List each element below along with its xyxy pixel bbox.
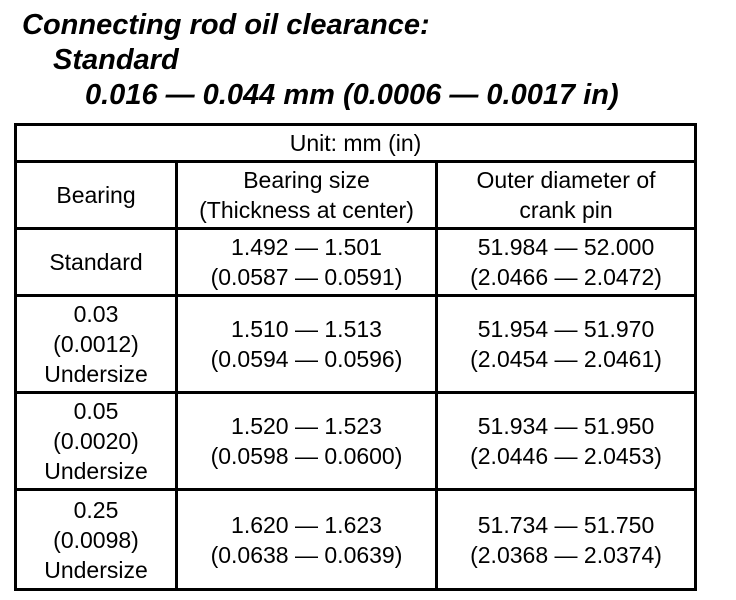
cell-bearing: 0.03 (0.0012) Undersize — [14, 294, 178, 394]
cell-bearing-size: 1.510 — 1.513 (0.0594 — 0.0596) — [175, 294, 438, 394]
cell-bearing: 0.25 (0.0098) Undersize — [14, 488, 178, 591]
spec-header: Connecting rod oil clearance: Standard 0… — [22, 8, 619, 113]
cell-crank-pin-od: 51.934 — 51.950 (2.0446 — 2.0453) — [434, 391, 698, 491]
spec-title: Connecting rod oil clearance: — [22, 9, 430, 41]
cell-bearing: 0.05 (0.0020) Undersize — [14, 391, 178, 491]
clearance-spec-table: Unit: mm (in) Bearing Bearing size (Thic… — [13, 123, 698, 591]
unit-note: Unit: mm (in) — [13, 123, 698, 163]
unit-row: Unit: mm (in) — [13, 123, 698, 163]
table-header-row: Bearing Bearing size (Thickness at cente… — [14, 160, 698, 230]
table-row-undersize-005: 0.05 (0.0020) Undersize 1.520 — 1.523 (0… — [14, 391, 698, 491]
table-row-undersize-025: 0.25 (0.0098) Undersize 1.620 — 1.623 (0… — [14, 488, 698, 591]
table-row-standard: Standard 1.492 — 1.501 (0.0587 — 0.0591)… — [14, 227, 698, 297]
table-row-undersize-003: 0.03 (0.0012) Undersize 1.510 — 1.513 (0… — [14, 294, 698, 394]
cell-crank-pin-od: 51.734 — 51.750 (2.0368 — 2.0374) — [434, 488, 698, 591]
cell-bearing-size: 1.520 — 1.523 (0.0598 — 0.0600) — [175, 391, 438, 491]
cell-crank-pin-od: 51.984 — 52.000 (2.0466 — 2.0472) — [434, 227, 698, 297]
spec-standard-label: Standard — [53, 44, 179, 76]
cell-crank-pin-od: 51.954 — 51.970 (2.0454 — 2.0461) — [434, 294, 698, 394]
cell-bearing-size: 1.492 — 1.501 (0.0587 — 0.0591) — [175, 227, 438, 297]
spec-standard-value: 0.016 — 0.044 mm (0.0006 — 0.0017 in) — [85, 79, 619, 111]
col-header-bearing-size: Bearing size (Thickness at center) — [175, 160, 438, 230]
cell-bearing: Standard — [14, 227, 178, 297]
col-header-bearing: Bearing — [14, 160, 178, 230]
col-header-crank-pin-od: Outer diameter of crank pin — [434, 160, 698, 230]
cell-bearing-size: 1.620 — 1.623 (0.0638 — 0.0639) — [175, 488, 438, 591]
